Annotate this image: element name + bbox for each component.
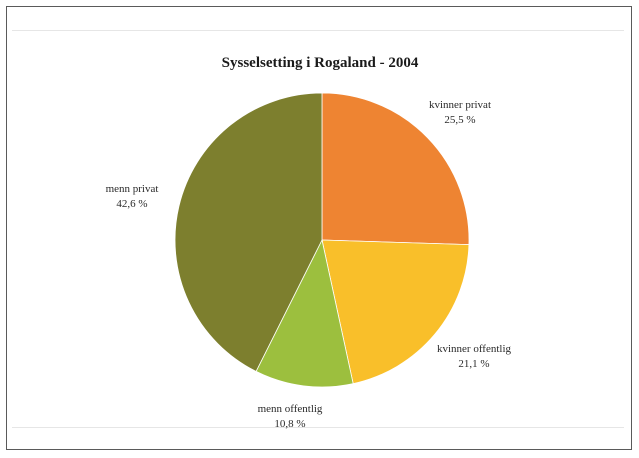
slice-label-name: menn privat [106,183,159,195]
pie-slices [174,92,470,388]
slice-label-percent: 21,1 % [458,358,489,370]
pie-slice-menn-privat [174,92,323,372]
pie-slice-kvinner-privat [321,92,470,246]
pie-slice-kvinner-offentlig [321,239,470,385]
slice-label-percent: 42,6 % [116,198,147,210]
pie-labels: kvinner privat 25,5 % kvinner offentlig 21,… [106,99,512,430]
chart-title: Sysselsetting i Rogaland - 2004 [222,55,419,71]
slice-label-percent: 25,5 % [444,114,475,126]
slice-label-name: kvinner offentlig [437,343,512,355]
pie-slice-menn-offentlig [255,238,354,388]
slice-label-name: menn offentlig [258,403,323,415]
slice-label-percent: 10,8 % [274,418,305,430]
slice-label-name: kvinner privat [429,99,491,111]
